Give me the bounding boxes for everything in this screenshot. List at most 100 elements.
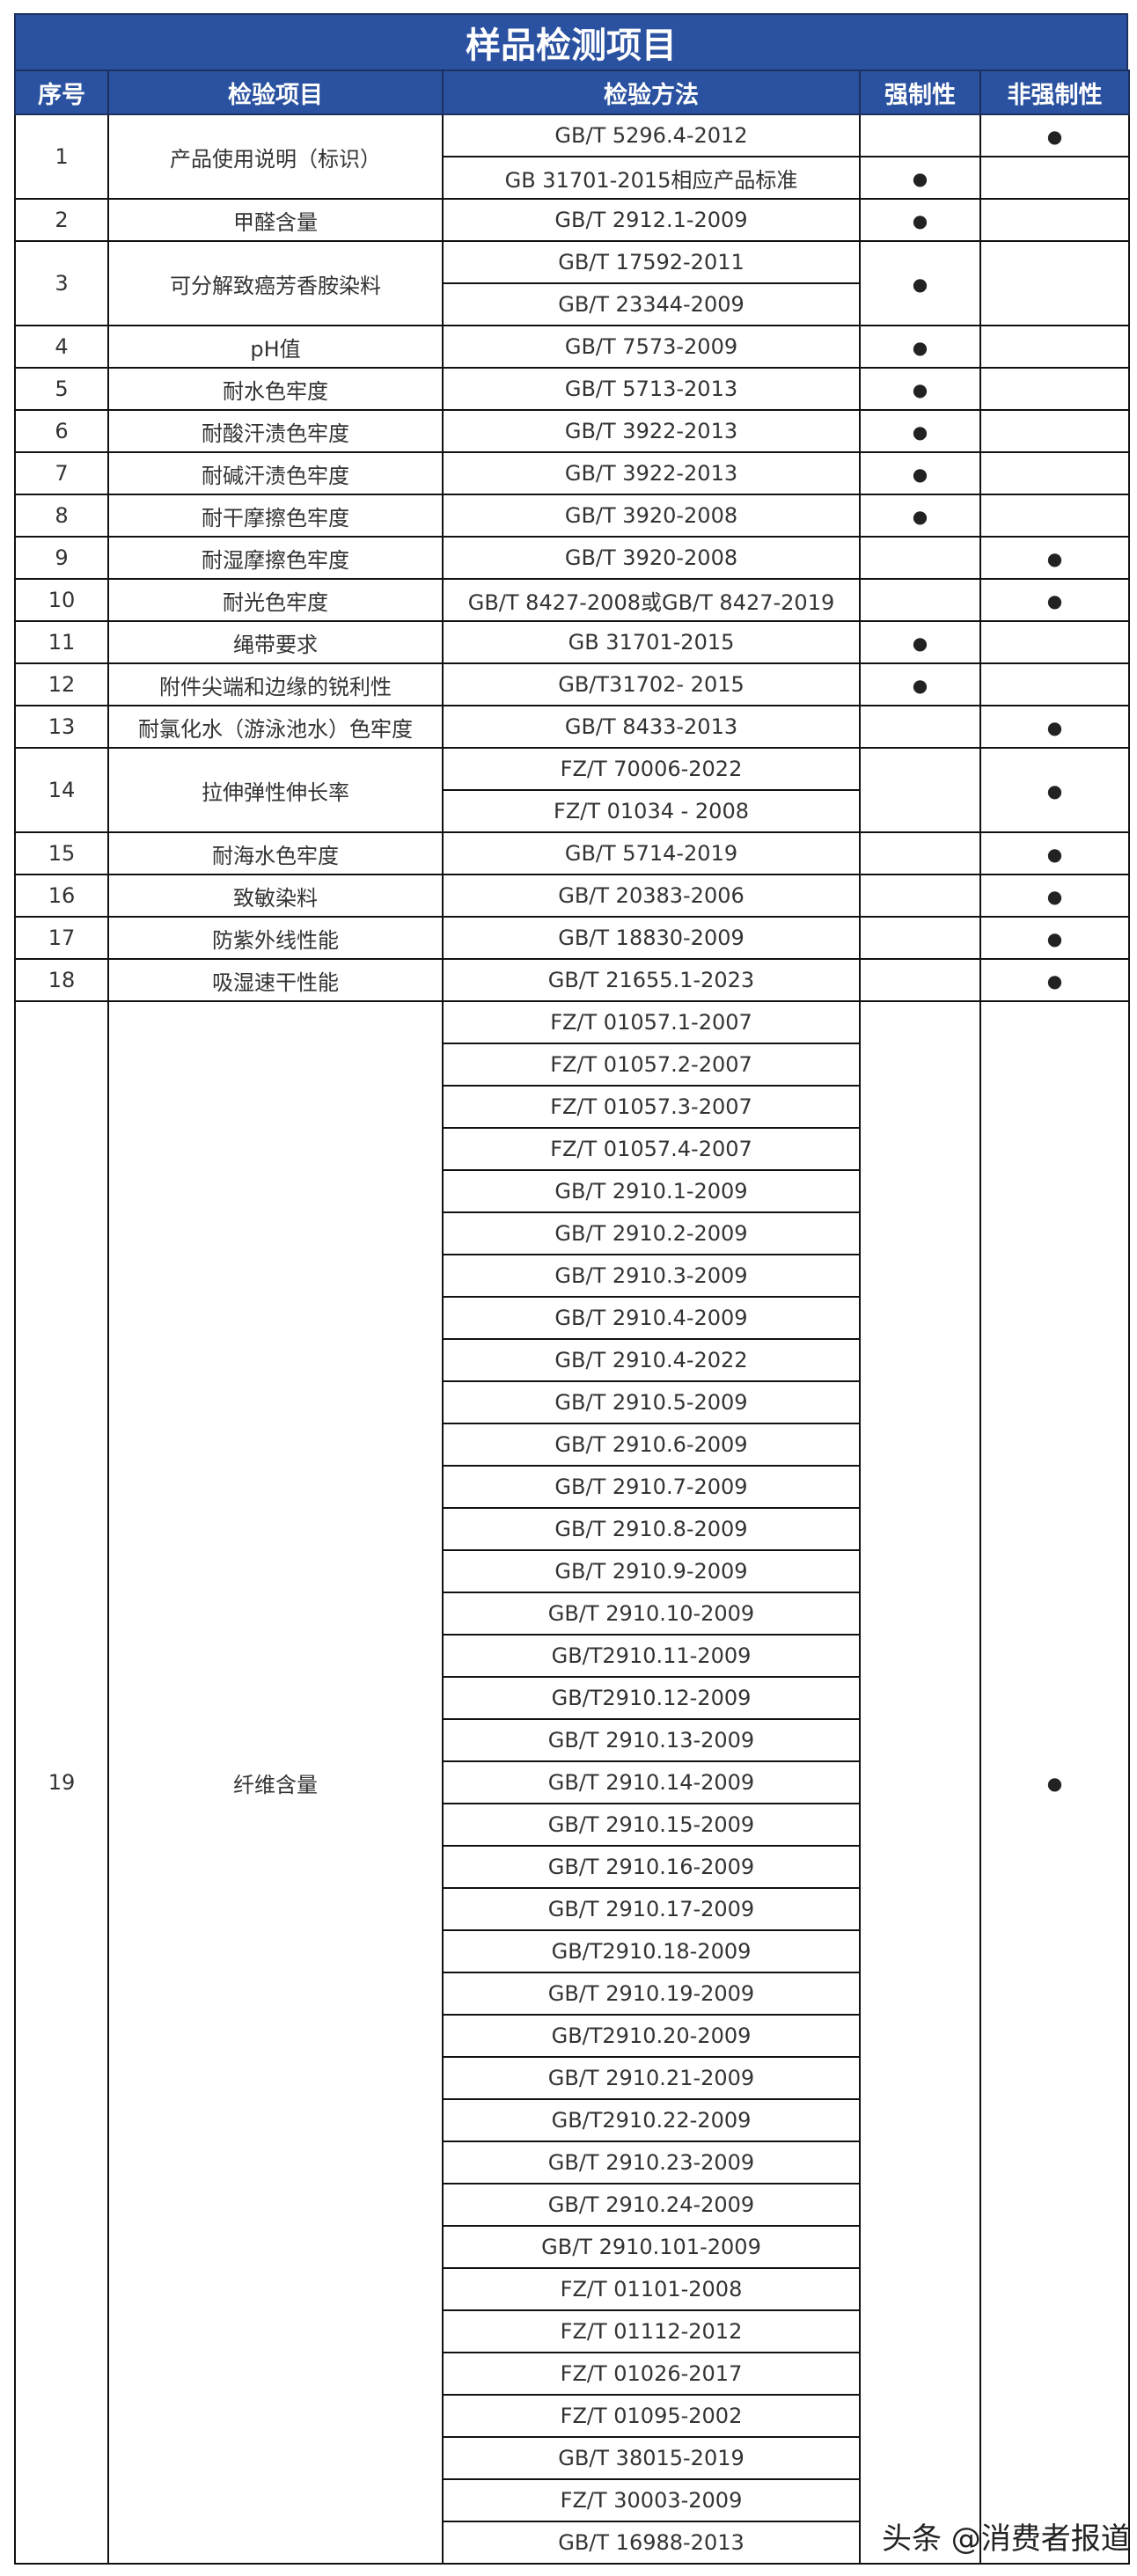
method-cell: GB/T 2910.15-2009	[442, 1803, 861, 1847]
mandatory-cell	[859, 705, 981, 749]
mandatory-cell: ●	[859, 494, 981, 538]
method-cell: FZ/T 01095-2002	[442, 2394, 861, 2438]
method-cell: GB/T2910.12-2009	[442, 1676, 861, 1720]
method-cell: GB/T 2910.1-2009	[442, 1169, 861, 1213]
header-mandatory: 强制性	[859, 70, 981, 115]
item-name: 纤维含量	[107, 1000, 444, 2565]
method-cell: GB/T 2910.3-2009	[442, 1254, 861, 1298]
item-number: 16	[14, 874, 109, 918]
table-row: GB/T 2910.10-2009	[15, 1592, 1129, 1636]
item-number: 10	[14, 578, 109, 622]
method-cell: GB/T 2910.21-2009	[442, 2056, 861, 2100]
method-cell: FZ/T 01101-2008	[442, 2267, 861, 2311]
item-name: 耐光色牢度	[107, 578, 444, 622]
mandatory-cell	[859, 536, 981, 580]
item-name: 耐水色牢度	[107, 367, 444, 411]
mandatory-cell: ●	[859, 325, 981, 369]
method-cell: GB/T 2910.4-2022	[442, 1338, 861, 1382]
item-number: 13	[14, 705, 109, 749]
mandatory-cell: ●	[859, 451, 981, 495]
mark-dot-icon: ●	[1046, 1773, 1063, 1794]
table-row: GB/T 2910.19-2009	[15, 1972, 1129, 2016]
method-cell: GB 31701-2015相应产品标准	[442, 156, 861, 200]
mark-dot-icon: ●	[1046, 780, 1063, 801]
method-cell: GB/T 2910.16-2009	[442, 1845, 861, 1889]
mandatory-cell: ●	[859, 198, 981, 242]
item-name: pH值	[107, 325, 444, 369]
table-row: 16 致敏染料 GB/T 20383-2006 ●	[14, 874, 1130, 918]
table-row: GB/T 2910.8-2009	[15, 1507, 1129, 1551]
table-row: FZ/T 30003-2009	[15, 2478, 1129, 2522]
non-mandatory-cell: ●	[979, 958, 1130, 1002]
mark-dot-icon: ●	[912, 633, 928, 654]
non-mandatory-cell	[979, 620, 1130, 664]
item-name: 拉伸弹性伸长率	[107, 747, 444, 833]
method-cell: FZ/T 01026-2017	[442, 2352, 861, 2396]
method-cell: GB/T 3922-2013	[442, 409, 861, 453]
table-row: FZ/T 01057.4-2007	[15, 1127, 1129, 1171]
method-cell: FZ/T 01057.1-2007	[442, 1000, 861, 1044]
table-row: GB/T2910.12-2009	[15, 1676, 1129, 1720]
table-row: GB/T 38015-2019	[15, 2436, 1129, 2480]
table-row: GB/T 2910.7-2009	[15, 1465, 1129, 1509]
method-cell: FZ/T 01057.4-2007	[442, 1127, 861, 1171]
method-cell: GB/T 2910.6-2009	[442, 1423, 861, 1467]
method-cell: GB/T2910.11-2009	[442, 1634, 861, 1678]
item-number: 3	[14, 240, 109, 326]
method-cell: GB/T 2910.8-2009	[442, 1507, 861, 1551]
mandatory-cell	[859, 1000, 981, 2565]
item-name: 耐酸汗渍色牢度	[107, 409, 444, 453]
table-row: 10 耐光色牢度 GB/T 8427-2008或GB/T 8427-2019 ●	[14, 578, 1130, 622]
table-row: GB/T2910.20-2009	[15, 2014, 1129, 2058]
table-row: GB/T 2910.24-2009	[15, 2183, 1129, 2227]
inspection-table-sheet: 样品检测项目 序号 检验项目 检验方法 强制性 非强制性 1 产品使用说明（标识）…	[14, 13, 1130, 2565]
method-cell: GB/T 5713-2013	[442, 367, 861, 411]
mandatory-cell	[859, 958, 981, 1002]
watermark: 头条 @消费者报道	[882, 2521, 1131, 2557]
table-row: 13 耐氯化水（游泳池水）色牢度 GB/T 8433-2013 ●	[14, 705, 1130, 749]
mark-dot-icon: ●	[912, 379, 928, 400]
method-cell: GB/T 2912.1-2009	[442, 198, 861, 242]
mark-dot-icon: ●	[1046, 928, 1063, 949]
method-cell: GB/T 2910.24-2009	[442, 2183, 861, 2227]
method-cell: GB/T 2910.9-2009	[442, 1549, 861, 1593]
table-row: 14 拉伸弹性伸长率 FZ/T 70006-2022 ●	[14, 747, 1130, 833]
non-mandatory-cell	[979, 240, 1130, 326]
mark-dot-icon: ●	[912, 464, 928, 485]
table-row: FZ/T 01057.2-2007	[15, 1043, 1129, 1087]
item-number: 17	[14, 916, 109, 960]
item-number: 19	[14, 1000, 109, 2565]
item-name: 可分解致癌芳香胺染料	[107, 240, 444, 326]
item-name: 耐氯化水（游泳池水）色牢度	[107, 705, 444, 749]
table-row: GB/T 2910.4-2009	[15, 1296, 1129, 1340]
method-cell: GB/T 7573-2009	[442, 325, 861, 369]
method-cell: GB/T 2910.5-2009	[442, 1380, 861, 1424]
non-mandatory-cell: ●	[979, 536, 1130, 580]
table-row: FZ/T 01112-2012	[15, 2309, 1129, 2353]
item-name: 耐海水色牢度	[107, 831, 444, 875]
item-name: 绳带要求	[107, 620, 444, 664]
mandatory-cell: ●	[859, 409, 981, 453]
non-mandatory-cell	[979, 494, 1130, 538]
item-name: 耐碱汗渍色牢度	[107, 451, 444, 495]
item-number: 12	[14, 662, 109, 706]
method-cell: GB/T 2910.4-2009	[442, 1296, 861, 1340]
table-row: GB/T 2910.13-2009	[15, 1718, 1129, 1762]
table-row: GB/T 2910.21-2009	[15, 2056, 1129, 2100]
mandatory-cell	[859, 916, 981, 960]
method-cell: GB/T 16988-2013	[442, 2521, 861, 2565]
method-cell: GB/T 2910.13-2009	[442, 1718, 861, 1762]
table-row: GB/T 2910.16-2009	[15, 1845, 1129, 1889]
table-row: 1 产品使用说明（标识） GB/T 5296.4-2012 ●	[14, 113, 1130, 200]
table-row: 6 耐酸汗渍色牢度 GB/T 3922-2013 ●	[14, 409, 1130, 453]
non-mandatory-cell: ●	[979, 705, 1130, 749]
method-cell: GB/T 2910.2-2009	[442, 1211, 861, 1255]
method-cell: GB/T2910.22-2009	[442, 2098, 861, 2142]
method-cell: GB/T 2910.19-2009	[442, 1972, 861, 2016]
item-number: 1	[14, 113, 109, 200]
method-cell: GB/T 38015-2019	[442, 2436, 861, 2480]
non-mandatory-cell: ●	[979, 831, 1130, 875]
method-cell: GB/T2910.18-2009	[442, 1929, 861, 1973]
method-cell: GB/T 3922-2013	[442, 451, 861, 495]
method-cell: GB/T 20383-2006	[442, 874, 861, 918]
